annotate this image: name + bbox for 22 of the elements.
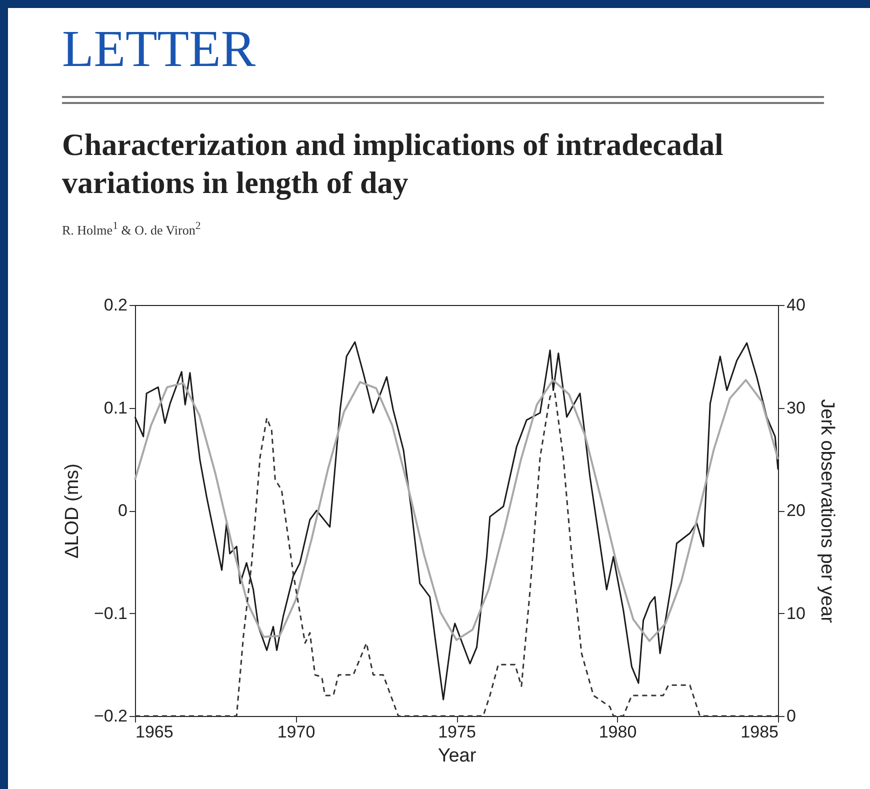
y2-tick-label: 0 <box>786 706 796 726</box>
y2-tick-label: 30 <box>786 398 806 418</box>
y-tick-label: 0.2 <box>104 296 128 314</box>
x-tick-label: 1980 <box>598 722 637 742</box>
x-tick-label: 1970 <box>277 722 316 742</box>
chart-subtitle: R. Holme$^{1}$ & O. de Viron$^{2}$ <box>62 220 201 238</box>
y-tick-label: −0.1 <box>94 604 128 623</box>
x-tick-label: 1965 <box>136 722 174 742</box>
y-tick-label: 0.1 <box>104 398 128 418</box>
y2-tick-label: 20 <box>786 501 806 520</box>
y2-tick-label: 10 <box>786 604 806 623</box>
x-axis-title: Year <box>438 746 477 766</box>
chart-title: Characterization and implications of intradecadal variations in length of day <box>62 126 724 202</box>
y-axis-title: ΔLOD (ms) <box>62 463 83 559</box>
y2-tick-label: 40 <box>786 296 806 314</box>
line-series <box>134 379 779 642</box>
text: LETTER <box>62 21 256 78</box>
x-tick-label: 1975 <box>438 722 476 742</box>
y2-axis-title: Jerk observations per year <box>816 399 838 624</box>
y-tick-label: 0 <box>118 501 128 520</box>
y-tick-label: −0.2 <box>94 706 128 726</box>
x-tick-label: 1985 <box>740 722 778 742</box>
